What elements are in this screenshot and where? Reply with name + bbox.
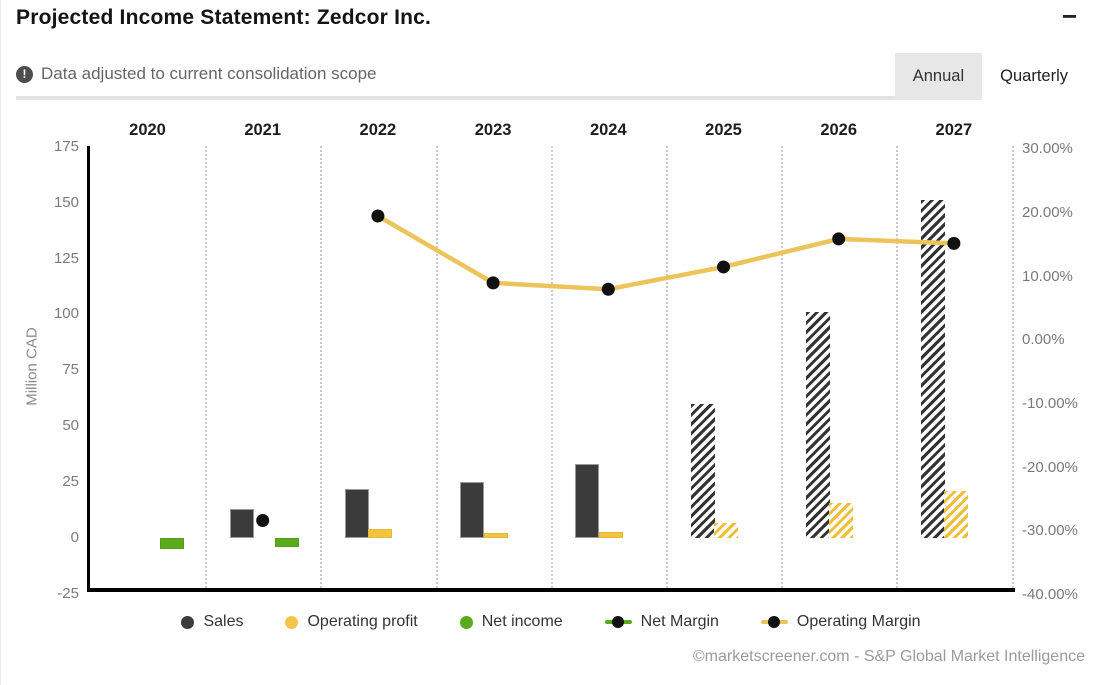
copyright-credit: ©marketscreener.com - S&P Global Market … <box>692 648 1085 665</box>
right-axis-tick: -20.00% <box>1022 458 1078 476</box>
legend-label: Net Margin <box>640 613 719 630</box>
left-axis-tick: 0 <box>70 528 79 546</box>
column-gridline <box>550 146 553 588</box>
bar-operating-profit-2024[interactable] <box>598 532 623 538</box>
x-axis-label-2020: 2020 <box>129 121 166 139</box>
operating-margin-point[interactable] <box>601 282 615 296</box>
left-axis-tick: 125 <box>53 249 79 267</box>
column-gridline <box>205 146 208 588</box>
x-axis-label-2027: 2027 <box>935 121 973 139</box>
right-axis-tick: 10.00% <box>1022 267 1073 285</box>
net-margin-point[interactable] <box>256 513 270 527</box>
bar-sales-2022[interactable] <box>344 488 369 538</box>
left-axis-tick: -25 <box>57 584 79 602</box>
left-axis-tick: 175 <box>53 137 79 155</box>
period-tabs: Annual Quarterly <box>894 53 1086 100</box>
x-axis-label-2025: 2025 <box>705 121 742 139</box>
bar-sales-2021[interactable] <box>229 508 254 538</box>
x-axis-label-2021: 2021 <box>244 121 282 139</box>
tab-annual[interactable]: Annual <box>894 53 983 100</box>
page-title: Projected Income Statement: Zedcor Inc. <box>16 6 432 29</box>
bottom-axis-line <box>87 588 1015 592</box>
x-axis-label-2024: 2024 <box>589 121 627 139</box>
operating-margin-point[interactable] <box>486 276 500 290</box>
right-axis-tick: 0.00% <box>1022 331 1065 349</box>
right-axis-tick: -40.00% <box>1022 586 1078 603</box>
legend-item-sales[interactable]: Sales <box>181 613 243 631</box>
right-axis-tick: -10.00% <box>1022 394 1078 412</box>
right-axis-tick: 20.00% <box>1022 203 1073 221</box>
data-note-text: Data adjusted to current consolidation s… <box>41 64 377 83</box>
legend-line-marker-icon <box>604 616 632 628</box>
legend-item-operating-margin[interactable]: Operating Margin <box>760 613 921 631</box>
operating-margin-point[interactable] <box>717 260 730 274</box>
column-gridline <box>896 146 899 588</box>
x-axis-label-2023: 2023 <box>474 121 512 139</box>
left-axis-tick: 25 <box>62 472 79 490</box>
left-axis-tick: 50 <box>62 417 79 435</box>
operating-margin-point[interactable] <box>371 209 385 223</box>
legend-label: Operating Margin <box>796 613 921 630</box>
left-axis-tick: 150 <box>53 193 79 211</box>
collapse-button[interactable]: − <box>1056 2 1083 30</box>
column-gridline <box>665 146 668 588</box>
header-divider <box>16 96 1086 100</box>
legend-item-net-margin[interactable]: Net Margin <box>604 613 719 631</box>
tab-quarterly[interactable]: Quarterly <box>982 53 1086 100</box>
chart-legend: Sales Operating profit Net income Net Margi… <box>1 613 1100 631</box>
legend-label: Operating profit <box>307 613 418 630</box>
bar-operating-profit-2023[interactable] <box>483 533 508 538</box>
legend-dot-icon <box>285 615 299 629</box>
column-gridline <box>320 146 323 588</box>
operating-margin-point[interactable] <box>832 232 846 246</box>
legend-dot-icon <box>459 615 473 629</box>
bar-operating-profit-2026[interactable] <box>829 503 854 538</box>
bar-sales-2026[interactable] <box>805 312 830 538</box>
legend-dot-icon <box>181 615 195 629</box>
bar-operating-profit-2022[interactable] <box>368 528 393 538</box>
bar-sales-2025[interactable] <box>690 403 715 538</box>
left-axis-line <box>87 146 90 592</box>
bar-sales-2024[interactable] <box>575 463 600 538</box>
column-gridline <box>435 146 438 588</box>
bar-sales-2027[interactable] <box>920 200 945 538</box>
right-axis-tick: 30.00% <box>1022 140 1073 158</box>
bar-operating-profit-2027[interactable] <box>944 490 969 538</box>
info-icon: ! <box>16 65 33 83</box>
right-axis-line <box>1011 146 1014 588</box>
x-axis-label-2022: 2022 <box>359 121 397 139</box>
bar-operating-profit-2025[interactable] <box>714 523 738 538</box>
bar-net-income-2020[interactable] <box>159 537 184 549</box>
legend-line-marker-icon <box>760 616 788 628</box>
operating-margin-point[interactable] <box>947 236 961 250</box>
x-axis-label-2026: 2026 <box>820 121 858 139</box>
data-note: ! Data adjusted to current consolidation… <box>16 64 376 84</box>
left-axis-tick: 100 <box>53 305 79 323</box>
legend-label: Sales <box>203 613 244 630</box>
legend-item-operating-profit[interactable]: Operating profit <box>285 613 418 631</box>
legend-item-net-income[interactable]: Net income <box>459 613 563 631</box>
bar-net-income-2021[interactable] <box>274 537 299 547</box>
left-axis-tick: 75 <box>62 361 79 379</box>
right-axis-tick: -30.00% <box>1022 522 1078 540</box>
legend-label: Net income <box>481 613 563 630</box>
column-gridline <box>781 146 784 588</box>
bar-sales-2023[interactable] <box>460 481 485 538</box>
